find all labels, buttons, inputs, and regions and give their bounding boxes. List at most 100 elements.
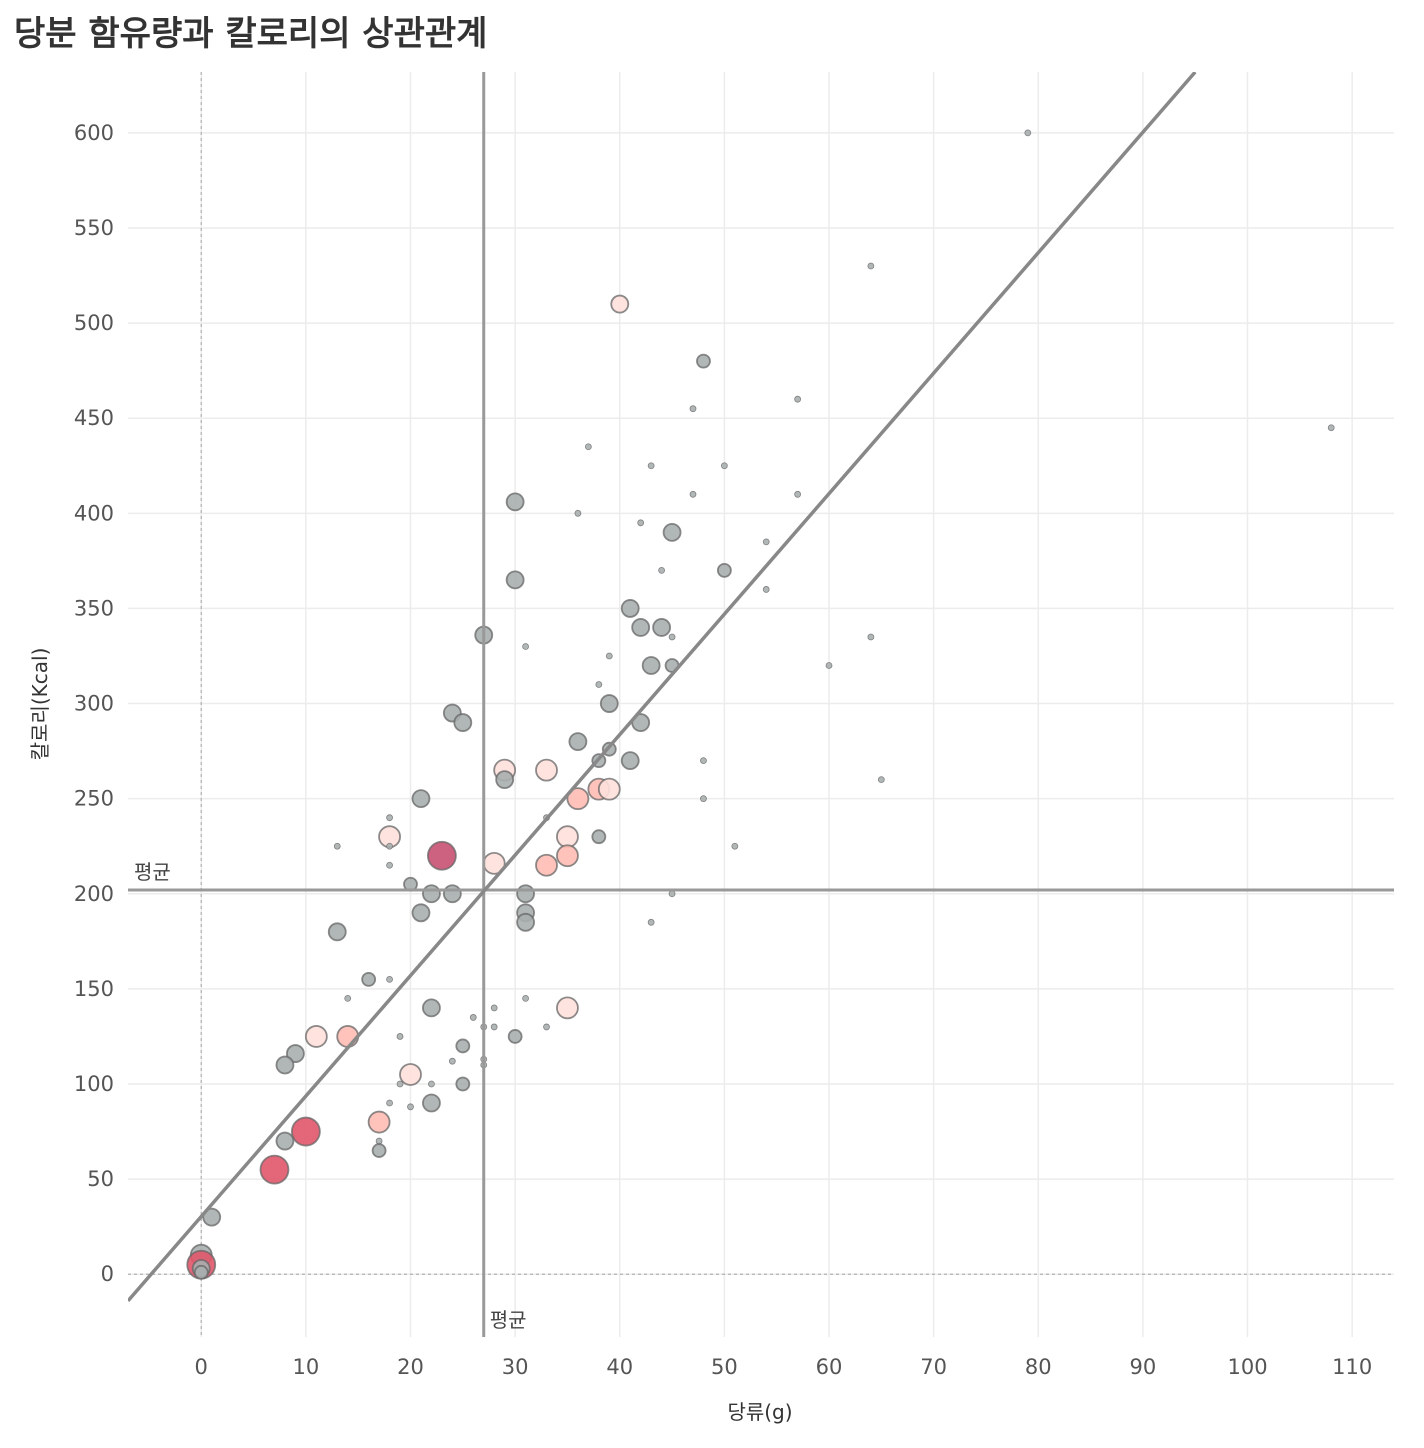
data-point xyxy=(455,1038,471,1054)
data-point xyxy=(867,633,875,641)
data-point xyxy=(442,884,462,904)
data-point xyxy=(386,1099,393,1107)
data-point xyxy=(522,994,529,1002)
data-point xyxy=(516,912,535,932)
x-tick-label: 90 xyxy=(1130,1355,1157,1379)
data-point xyxy=(469,1014,477,1021)
data-point xyxy=(344,994,352,1002)
trend-line xyxy=(128,72,1197,1303)
data-point xyxy=(535,758,558,782)
data-point xyxy=(696,353,711,369)
chart-title: 당분 함유량과 칼로리의 상관관계 xyxy=(14,14,488,54)
data-point xyxy=(556,844,579,868)
data-point xyxy=(591,829,607,845)
data-point xyxy=(333,842,341,850)
data-point xyxy=(386,842,393,850)
data-point xyxy=(193,1264,209,1280)
data-point xyxy=(658,566,666,574)
y-tick-label: 250 xyxy=(74,787,114,811)
data-point xyxy=(411,789,431,809)
data-point xyxy=(595,681,603,688)
data-point xyxy=(422,884,441,904)
data-point xyxy=(574,509,582,517)
trend-line-group xyxy=(128,72,1197,1303)
data-point xyxy=(605,652,613,660)
data-point xyxy=(647,462,655,470)
data-point xyxy=(375,1137,383,1145)
x-tick-label: 20 xyxy=(397,1355,424,1379)
y-tick-label: 150 xyxy=(74,977,114,1001)
x-tick-label: 40 xyxy=(606,1355,633,1379)
data-point xyxy=(259,1154,290,1185)
y-tick-label: 350 xyxy=(74,596,114,620)
data-point xyxy=(599,694,619,713)
data-point xyxy=(700,795,707,803)
x-axis-ticks: 0 10 20 30 40 50 60 70 80 90 100 110 xyxy=(195,1355,1373,1379)
data-point xyxy=(877,776,885,784)
data-point xyxy=(668,890,676,898)
mean-x-label: 평균 xyxy=(490,1308,527,1332)
data-point xyxy=(522,643,529,650)
data-point xyxy=(794,395,802,403)
data-point xyxy=(426,840,457,871)
data-point xyxy=(336,1025,360,1048)
data-point xyxy=(275,1131,295,1151)
data-point xyxy=(422,1093,441,1113)
data-point xyxy=(507,1029,523,1044)
grid xyxy=(128,72,1394,1337)
data-point xyxy=(399,1063,422,1086)
data-point xyxy=(453,713,473,732)
data-point xyxy=(505,492,525,512)
y-tick-label: 0 xyxy=(101,1262,114,1286)
x-tick-label: 30 xyxy=(502,1355,529,1379)
data-point xyxy=(620,599,640,618)
data-point xyxy=(556,996,579,1020)
data-point xyxy=(202,1207,222,1227)
data-point xyxy=(620,751,640,771)
y-tick-label: 300 xyxy=(74,692,114,716)
data-point xyxy=(505,570,525,590)
data-point xyxy=(825,662,833,669)
data-point xyxy=(668,633,676,641)
data-point xyxy=(304,1025,328,1048)
data-point xyxy=(700,757,707,765)
data-point xyxy=(495,770,515,790)
data-point xyxy=(428,1080,435,1088)
x-tick-label: 60 xyxy=(816,1355,843,1379)
y-axis-ticks: 0 50 100 150 200 250 300 350 400 450 500 550 600 xyxy=(74,121,114,1286)
y-tick-label: 400 xyxy=(74,501,114,525)
data-point xyxy=(716,562,732,578)
x-tick-label: 50 xyxy=(711,1355,738,1379)
data-point xyxy=(610,294,630,314)
data-point xyxy=(411,903,431,923)
data-point xyxy=(566,787,590,811)
data-point xyxy=(689,405,697,413)
data-point xyxy=(731,842,739,850)
x-axis-title: 당류(g) xyxy=(727,1400,792,1424)
data-point xyxy=(543,1023,550,1031)
data-point xyxy=(556,825,579,849)
data-point xyxy=(762,538,770,546)
x-tick-label: 0 xyxy=(195,1355,208,1379)
y-tick-label: 50 xyxy=(87,1167,114,1191)
data-point xyxy=(1024,129,1032,137)
data-point xyxy=(584,443,592,451)
data-point xyxy=(641,656,661,675)
data-point xyxy=(516,884,535,904)
data-point xyxy=(720,462,728,470)
data-point xyxy=(407,1103,414,1111)
data-point xyxy=(490,1023,498,1031)
x-tick-label: 80 xyxy=(1025,1355,1052,1379)
data-point xyxy=(286,1044,305,1063)
data-point xyxy=(490,1004,498,1012)
data-point xyxy=(386,975,393,983)
data-point xyxy=(652,618,672,637)
zero-lines xyxy=(128,72,1394,1337)
mean-y-label: 평균 xyxy=(134,860,171,884)
data-point xyxy=(631,618,651,637)
data-point xyxy=(762,586,770,593)
data-point xyxy=(396,1080,404,1088)
data-point xyxy=(371,1143,387,1158)
y-tick-label: 600 xyxy=(74,121,114,145)
